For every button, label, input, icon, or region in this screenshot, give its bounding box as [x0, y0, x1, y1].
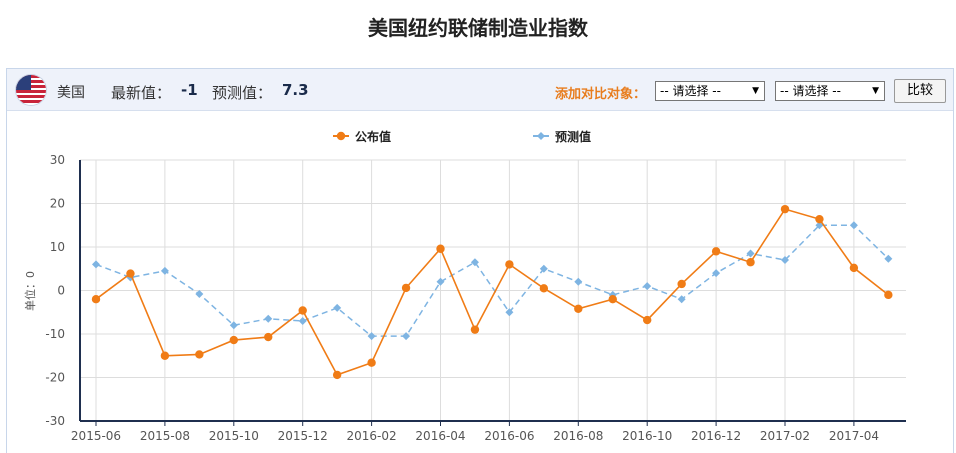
data-point [539, 284, 549, 293]
data-point [160, 351, 170, 360]
data-point [92, 260, 100, 269]
legend-label: 公布值 [355, 129, 391, 144]
data-point [849, 263, 859, 273]
data-point [264, 314, 273, 323]
compare-button[interactable]: 比较 [894, 79, 946, 103]
data-point [677, 295, 686, 304]
x-tick-label: 2017-02 [760, 429, 810, 443]
chevron-down-icon: ▼ [872, 86, 879, 96]
data-point [401, 283, 411, 293]
x-tick-label: 2016-04 [415, 429, 465, 443]
data-point [333, 303, 342, 312]
x-tick-label: 2015-10 [209, 429, 259, 443]
data-point [436, 244, 445, 253]
chevron-down-icon: ▼ [752, 86, 759, 96]
x-tick-label: 2016-08 [553, 429, 603, 443]
data-point [367, 332, 376, 341]
data-point [780, 204, 790, 214]
data-point [643, 282, 652, 291]
compare-select-1-value: -- 请选择 -- [660, 84, 721, 98]
data-point [574, 304, 583, 313]
data-point [884, 290, 893, 300]
data-point [884, 254, 893, 263]
chart-legend: 公布值 预测值 [333, 129, 591, 144]
x-tick-label: 2015-08 [140, 429, 190, 443]
series-line-1 [95, 224, 889, 337]
compare-label: 添加对比对象： [555, 87, 647, 102]
data-point [195, 350, 204, 359]
compare-select-2-value: -- 请选择 -- [780, 84, 841, 98]
legend-marker [537, 132, 545, 140]
data-point [643, 315, 652, 325]
data-point [298, 316, 307, 325]
chart-panel: 美国 最新值： -1 预测值： 7.3 添加对比对象： -- 请选择 -- ▼ … [6, 68, 954, 453]
data-point [746, 258, 755, 267]
y-axis-label: 单位：0 [23, 271, 37, 311]
data-point [160, 266, 169, 275]
y-tick-label: -20 [45, 371, 65, 385]
chart-series [91, 204, 893, 380]
legend-marker [336, 131, 346, 141]
y-tick-label: 30 [50, 153, 65, 167]
series-line-0 [95, 208, 889, 376]
y-tick-label: 20 [50, 197, 65, 211]
us-flag-icon [16, 75, 46, 105]
y-tick-label: -30 [45, 414, 65, 428]
data-point [229, 335, 238, 345]
data-point [126, 269, 135, 278]
page-title: 美国纽约联储制造业指数 [368, 16, 588, 40]
data-point [677, 279, 686, 289]
compare-select-2[interactable]: -- 请选择 -- ▼ [775, 81, 885, 101]
data-point [91, 295, 101, 304]
x-tick-label: 2016-10 [622, 429, 672, 443]
y-tick-label: 10 [50, 240, 65, 254]
data-point [264, 332, 273, 342]
data-point [539, 264, 548, 273]
data-point [746, 249, 755, 258]
forecast-value-label: 预测值： [212, 84, 273, 102]
data-point [505, 260, 514, 269]
x-tick-label: 2016-06 [484, 429, 534, 443]
data-point [229, 321, 238, 330]
data-point [849, 221, 858, 230]
data-point [470, 325, 480, 334]
data-point [608, 295, 617, 304]
x-tick-label: 2017-04 [829, 429, 879, 443]
data-point [711, 247, 721, 256]
x-tick-label: 2015-12 [278, 429, 328, 443]
header-bar: 美国 最新值： -1 预测值： 7.3 添加对比对象： -- 请选择 -- ▼ … [7, 69, 953, 111]
data-point [367, 358, 376, 367]
y-tick-label: -10 [45, 327, 65, 341]
chart-axes: 30 20 10 0 -10 -20 -30 2015-06 2015-08 2015-10 201… [23, 153, 906, 443]
latest-value-label: 最新值： [111, 84, 172, 102]
forecast-value: 7.3 [282, 81, 309, 99]
data-point [505, 308, 514, 317]
data-point [712, 269, 721, 278]
x-tick-label: 2015-06 [71, 429, 121, 443]
chart-grid [80, 159, 906, 421]
compare-select-1[interactable]: -- 请选择 -- ▼ [655, 81, 765, 101]
data-point [574, 277, 583, 286]
data-point [195, 289, 204, 298]
data-point [298, 306, 307, 315]
country-name: 美国 [57, 85, 85, 101]
legend-label: 预测值 [555, 129, 591, 144]
x-tick-label: 2016-02 [347, 429, 397, 443]
latest-value: -1 [181, 81, 198, 99]
x-tick-label: 2016-12 [691, 429, 741, 443]
data-point [781, 256, 789, 265]
data-point [470, 258, 479, 267]
y-tick-label: 0 [57, 284, 65, 298]
data-point [402, 332, 411, 341]
data-point [332, 370, 342, 380]
data-point [815, 214, 824, 224]
data-point [436, 277, 445, 286]
